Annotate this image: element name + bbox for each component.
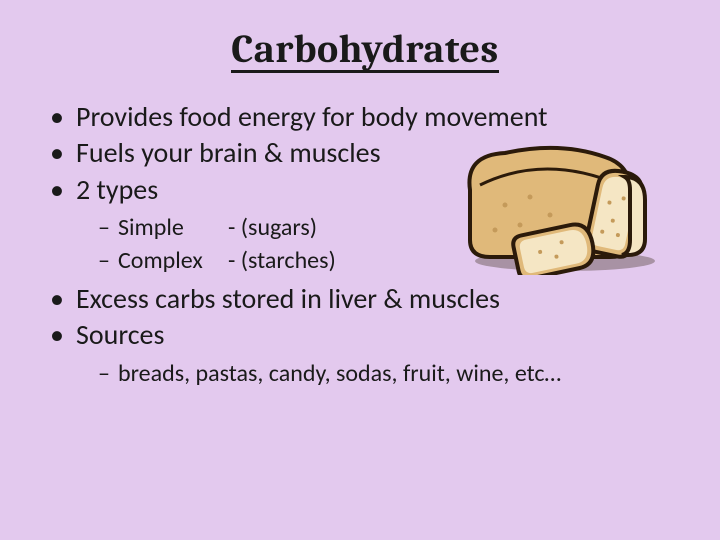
bullet-text: Excess carbs stored in liver & muscles bbox=[76, 281, 500, 316]
bullet-text: Provides food energy for body movement bbox=[76, 99, 548, 134]
bullet-text: 2 types bbox=[76, 172, 158, 207]
sub-label: Complex bbox=[118, 245, 228, 277]
bullet-item: Excess carbs stored in liver & muscles bbox=[50, 281, 680, 317]
bullet-text: Sources bbox=[76, 317, 164, 352]
sub-desc: - (starches) bbox=[228, 246, 336, 275]
title-container: Carbohydrates bbox=[50, 28, 680, 73]
bullet-text: Fuels your brain & muscles bbox=[76, 135, 381, 170]
sub-list: breads, pastas, candy, sodas, fruit, win… bbox=[98, 358, 680, 390]
sub-label: Simple bbox=[118, 212, 228, 244]
slide-title: Carbohydrates bbox=[231, 28, 498, 73]
sub-item: breads, pastas, candy, sodas, fruit, win… bbox=[98, 358, 680, 390]
bullet-item: Sources breads, pastas, candy, sodas, fr… bbox=[50, 317, 680, 390]
sub-desc: - (sugars) bbox=[228, 213, 317, 242]
bread-icon bbox=[450, 135, 670, 275]
sub-text: breads, pastas, candy, sodas, fruit, win… bbox=[118, 359, 561, 388]
slide: Carbohydrates Provides food energy for b… bbox=[0, 0, 720, 540]
bullet-item: Provides food energy for body movement bbox=[50, 99, 680, 135]
